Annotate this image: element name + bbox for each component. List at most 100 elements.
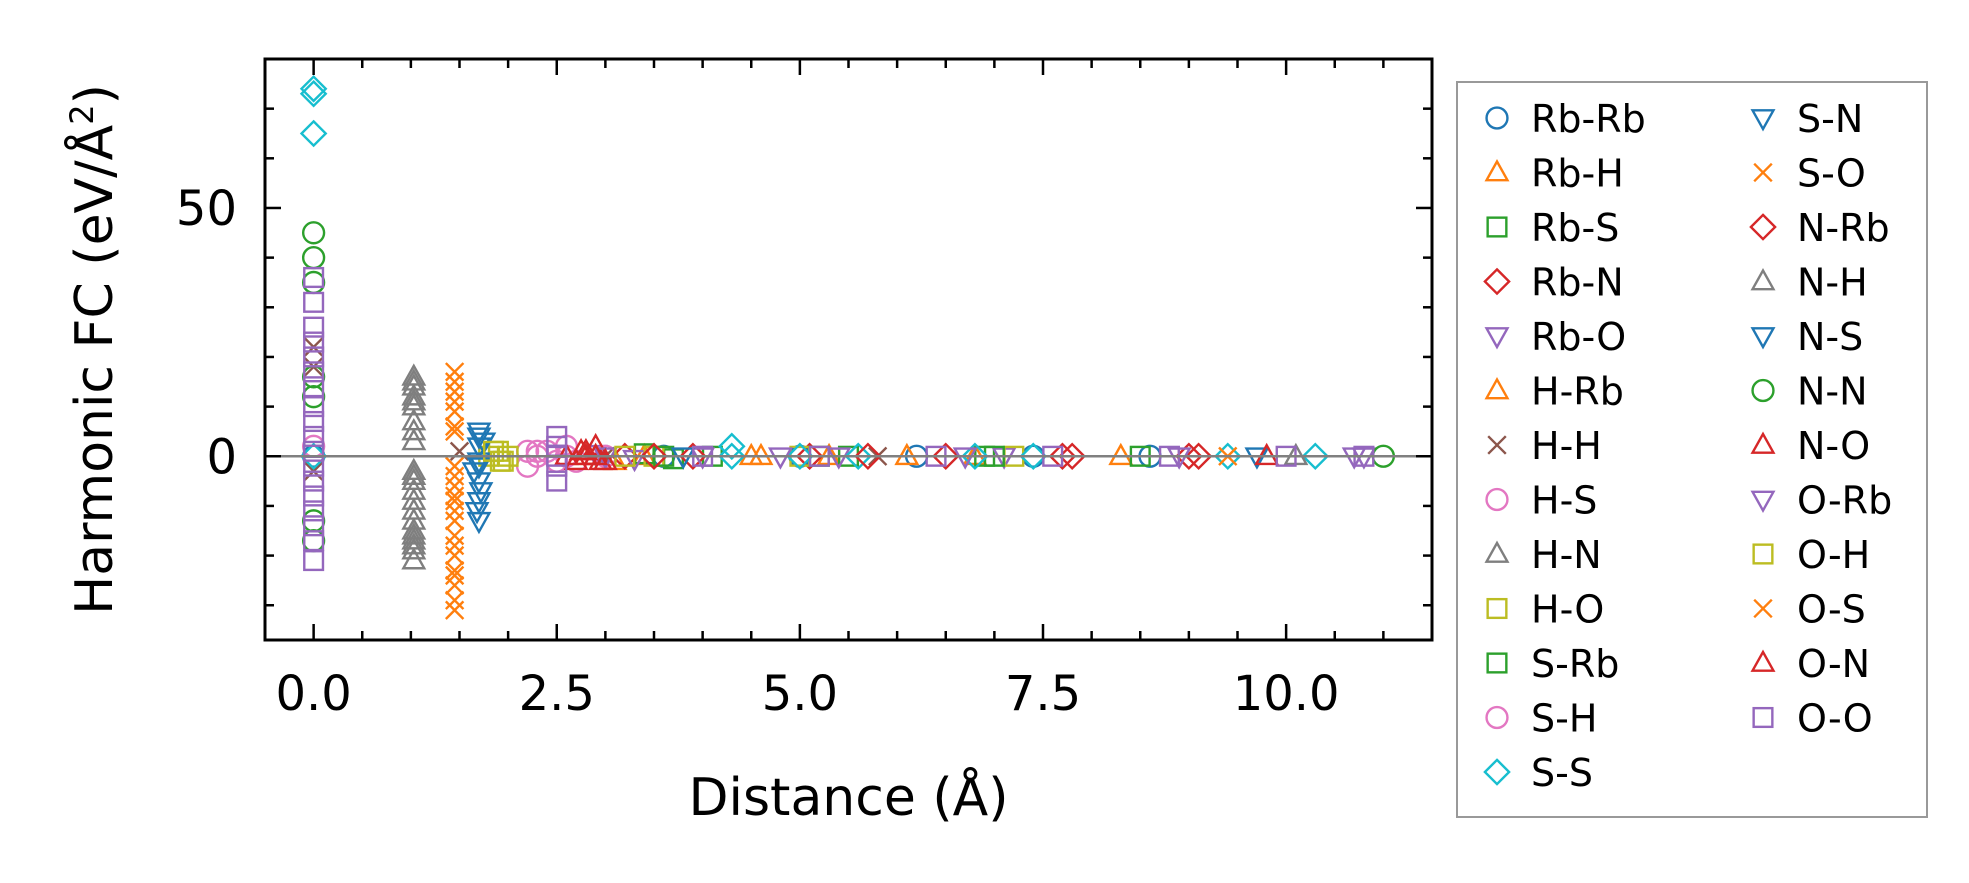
legend-entry: H-O bbox=[1486, 588, 1604, 632]
y-tick-label: 50 bbox=[176, 181, 237, 237]
legend-marker bbox=[1484, 159, 1510, 182]
legend-label: Rb-H bbox=[1531, 152, 1624, 196]
legend-entry: N-H bbox=[1750, 261, 1868, 305]
legend-marker bbox=[1484, 377, 1510, 400]
legend-marker bbox=[1485, 487, 1509, 512]
legend-entry: S-N bbox=[1750, 97, 1863, 141]
plot-frame bbox=[263, 57, 1434, 642]
legend-label: O-O bbox=[1797, 697, 1873, 741]
legend-marker bbox=[1750, 431, 1776, 454]
legend-entry: Rb-Rb bbox=[1485, 97, 1646, 141]
data-point bbox=[401, 537, 427, 560]
markers-layer bbox=[299, 74, 1396, 620]
legend-entry: S-Rb bbox=[1486, 642, 1619, 686]
legend-marker bbox=[1750, 109, 1776, 132]
y-axis-label-superscript: 2 bbox=[63, 104, 101, 124]
data-point bbox=[444, 391, 465, 412]
data-point bbox=[444, 382, 465, 402]
data-point bbox=[444, 590, 465, 610]
data-point bbox=[748, 442, 774, 466]
data-point bbox=[303, 291, 325, 313]
data-point bbox=[718, 432, 746, 461]
legend-marker bbox=[1484, 327, 1510, 350]
data-point bbox=[301, 245, 326, 270]
series-h-n bbox=[401, 363, 427, 570]
legend-entry: Rb-N bbox=[1483, 261, 1624, 305]
data-point bbox=[1048, 442, 1077, 471]
legend-marker bbox=[1749, 213, 1777, 241]
data-point bbox=[299, 119, 328, 148]
legend-entry: N-N bbox=[1751, 370, 1868, 414]
legend-label: N-O bbox=[1797, 424, 1870, 468]
legend-entry: N-S bbox=[1750, 315, 1863, 359]
data-point bbox=[844, 442, 873, 471]
legend-marker bbox=[1486, 652, 1508, 674]
legend-marker bbox=[1483, 758, 1511, 786]
data-point bbox=[401, 547, 427, 570]
legend-marker bbox=[1487, 435, 1507, 455]
series-o-n bbox=[573, 437, 618, 471]
data-point bbox=[301, 221, 326, 245]
data-point bbox=[303, 410, 325, 433]
data-point bbox=[1254, 442, 1280, 466]
data-point bbox=[1301, 442, 1330, 471]
data-point bbox=[401, 383, 427, 406]
data-point bbox=[444, 372, 465, 392]
data-point bbox=[303, 266, 325, 289]
data-point bbox=[303, 331, 325, 353]
legend-box bbox=[1456, 81, 1928, 818]
legend-marker bbox=[1484, 540, 1510, 563]
data-point bbox=[299, 74, 328, 103]
data-point bbox=[931, 442, 960, 471]
data-point bbox=[826, 447, 852, 470]
x-tick-label: 5.0 bbox=[762, 666, 838, 722]
legend-label: O-N bbox=[1797, 642, 1870, 686]
data-point bbox=[444, 501, 465, 521]
legend-entry: Rb-H bbox=[1484, 152, 1624, 196]
data-point bbox=[401, 522, 427, 545]
legend-marker bbox=[1750, 327, 1776, 350]
data-point bbox=[444, 565, 465, 586]
legend-label: H-O bbox=[1531, 588, 1604, 632]
data-point bbox=[670, 447, 696, 470]
series-s-s bbox=[299, 74, 1330, 471]
data-point bbox=[301, 270, 326, 295]
data-point bbox=[952, 447, 978, 470]
legend-label: S-N bbox=[1797, 97, 1863, 141]
data-point bbox=[466, 511, 492, 535]
series-o-o bbox=[303, 266, 1375, 572]
legend-entry: S-O bbox=[1753, 152, 1866, 196]
data-point bbox=[401, 532, 427, 555]
data-point bbox=[303, 515, 325, 537]
data-point bbox=[466, 457, 492, 480]
data-point bbox=[444, 526, 465, 546]
legend-label: H-Rb bbox=[1531, 370, 1624, 414]
legend-label: H-S bbox=[1531, 479, 1597, 523]
legend-marker bbox=[1752, 543, 1774, 565]
data-point bbox=[1213, 442, 1242, 471]
data-point bbox=[1019, 442, 1048, 471]
legend-marker bbox=[1750, 490, 1776, 513]
series-o-s bbox=[444, 372, 465, 586]
data-point bbox=[795, 442, 824, 471]
series-s-n bbox=[461, 427, 1270, 535]
data-point bbox=[444, 466, 465, 486]
series-n-rb bbox=[640, 442, 1213, 471]
data-point bbox=[303, 396, 325, 418]
legend-entry: Rb-S bbox=[1486, 206, 1619, 250]
legend-marker bbox=[1485, 106, 1509, 130]
legend-entry: H-H bbox=[1487, 424, 1602, 468]
legend-marker bbox=[1485, 705, 1509, 730]
data-point bbox=[592, 447, 618, 471]
legend-entry: S-S bbox=[1483, 751, 1593, 795]
data-point bbox=[1108, 442, 1134, 466]
legend-entry: H-Rb bbox=[1484, 370, 1624, 414]
legend-entry: H-S bbox=[1485, 479, 1597, 523]
x-tick-label: 0.0 bbox=[275, 666, 351, 722]
data-point bbox=[679, 442, 707, 471]
data-point bbox=[767, 447, 793, 470]
legend-label: N-Rb bbox=[1797, 206, 1890, 250]
data-point bbox=[1184, 442, 1213, 471]
data-point bbox=[401, 427, 427, 451]
data-point bbox=[444, 416, 465, 437]
